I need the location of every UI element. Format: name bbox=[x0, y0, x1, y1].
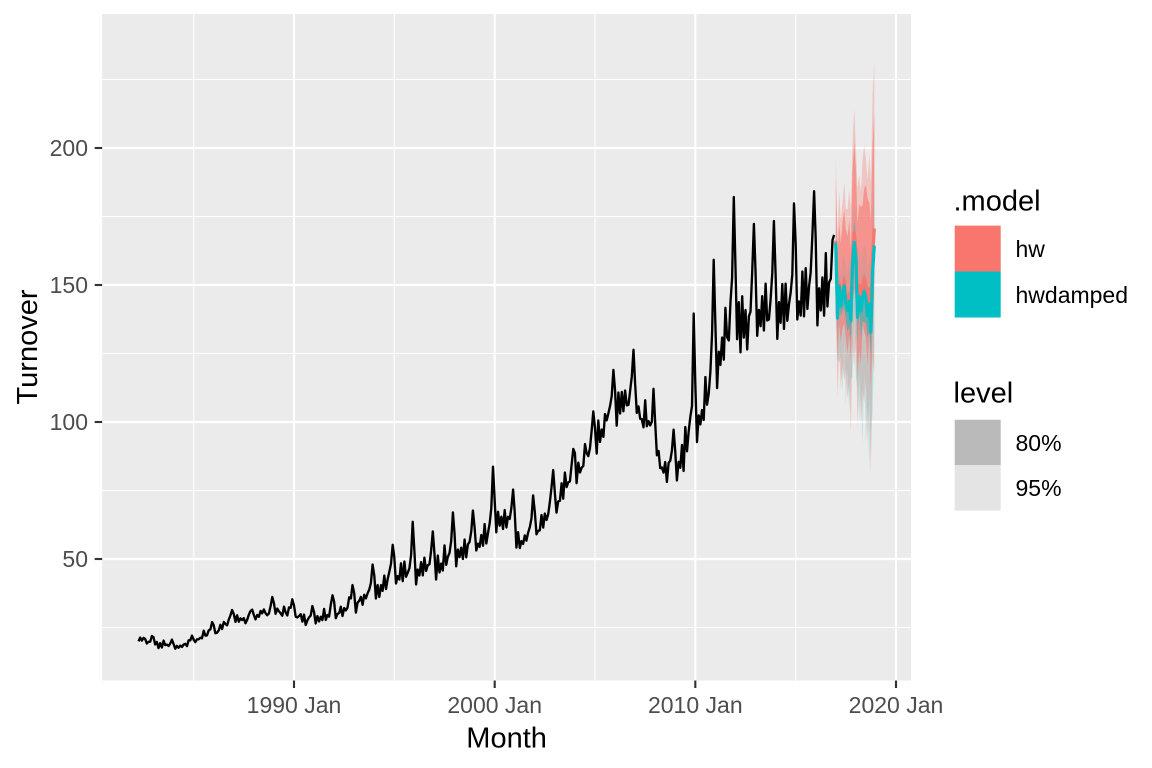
svg-text:95%: 95% bbox=[1016, 475, 1062, 501]
svg-text:2020 Jan: 2020 Jan bbox=[849, 692, 944, 718]
svg-text:.model: .model bbox=[954, 185, 1041, 217]
svg-text:Turnover: Turnover bbox=[12, 289, 44, 404]
svg-text:150: 150 bbox=[50, 272, 88, 298]
svg-text:2000 Jan: 2000 Jan bbox=[447, 692, 542, 718]
svg-text:200: 200 bbox=[50, 135, 88, 161]
svg-text:100: 100 bbox=[50, 409, 88, 435]
svg-text:50: 50 bbox=[62, 546, 88, 572]
svg-text:Month: Month bbox=[466, 723, 547, 755]
svg-text:hwdamped: hwdamped bbox=[1016, 282, 1129, 308]
svg-text:2010 Jan: 2010 Jan bbox=[648, 692, 743, 718]
svg-text:1990 Jan: 1990 Jan bbox=[247, 692, 342, 718]
svg-text:80%: 80% bbox=[1016, 430, 1062, 456]
svg-text:level: level bbox=[954, 378, 1014, 410]
svg-text:hw: hw bbox=[1016, 236, 1046, 262]
